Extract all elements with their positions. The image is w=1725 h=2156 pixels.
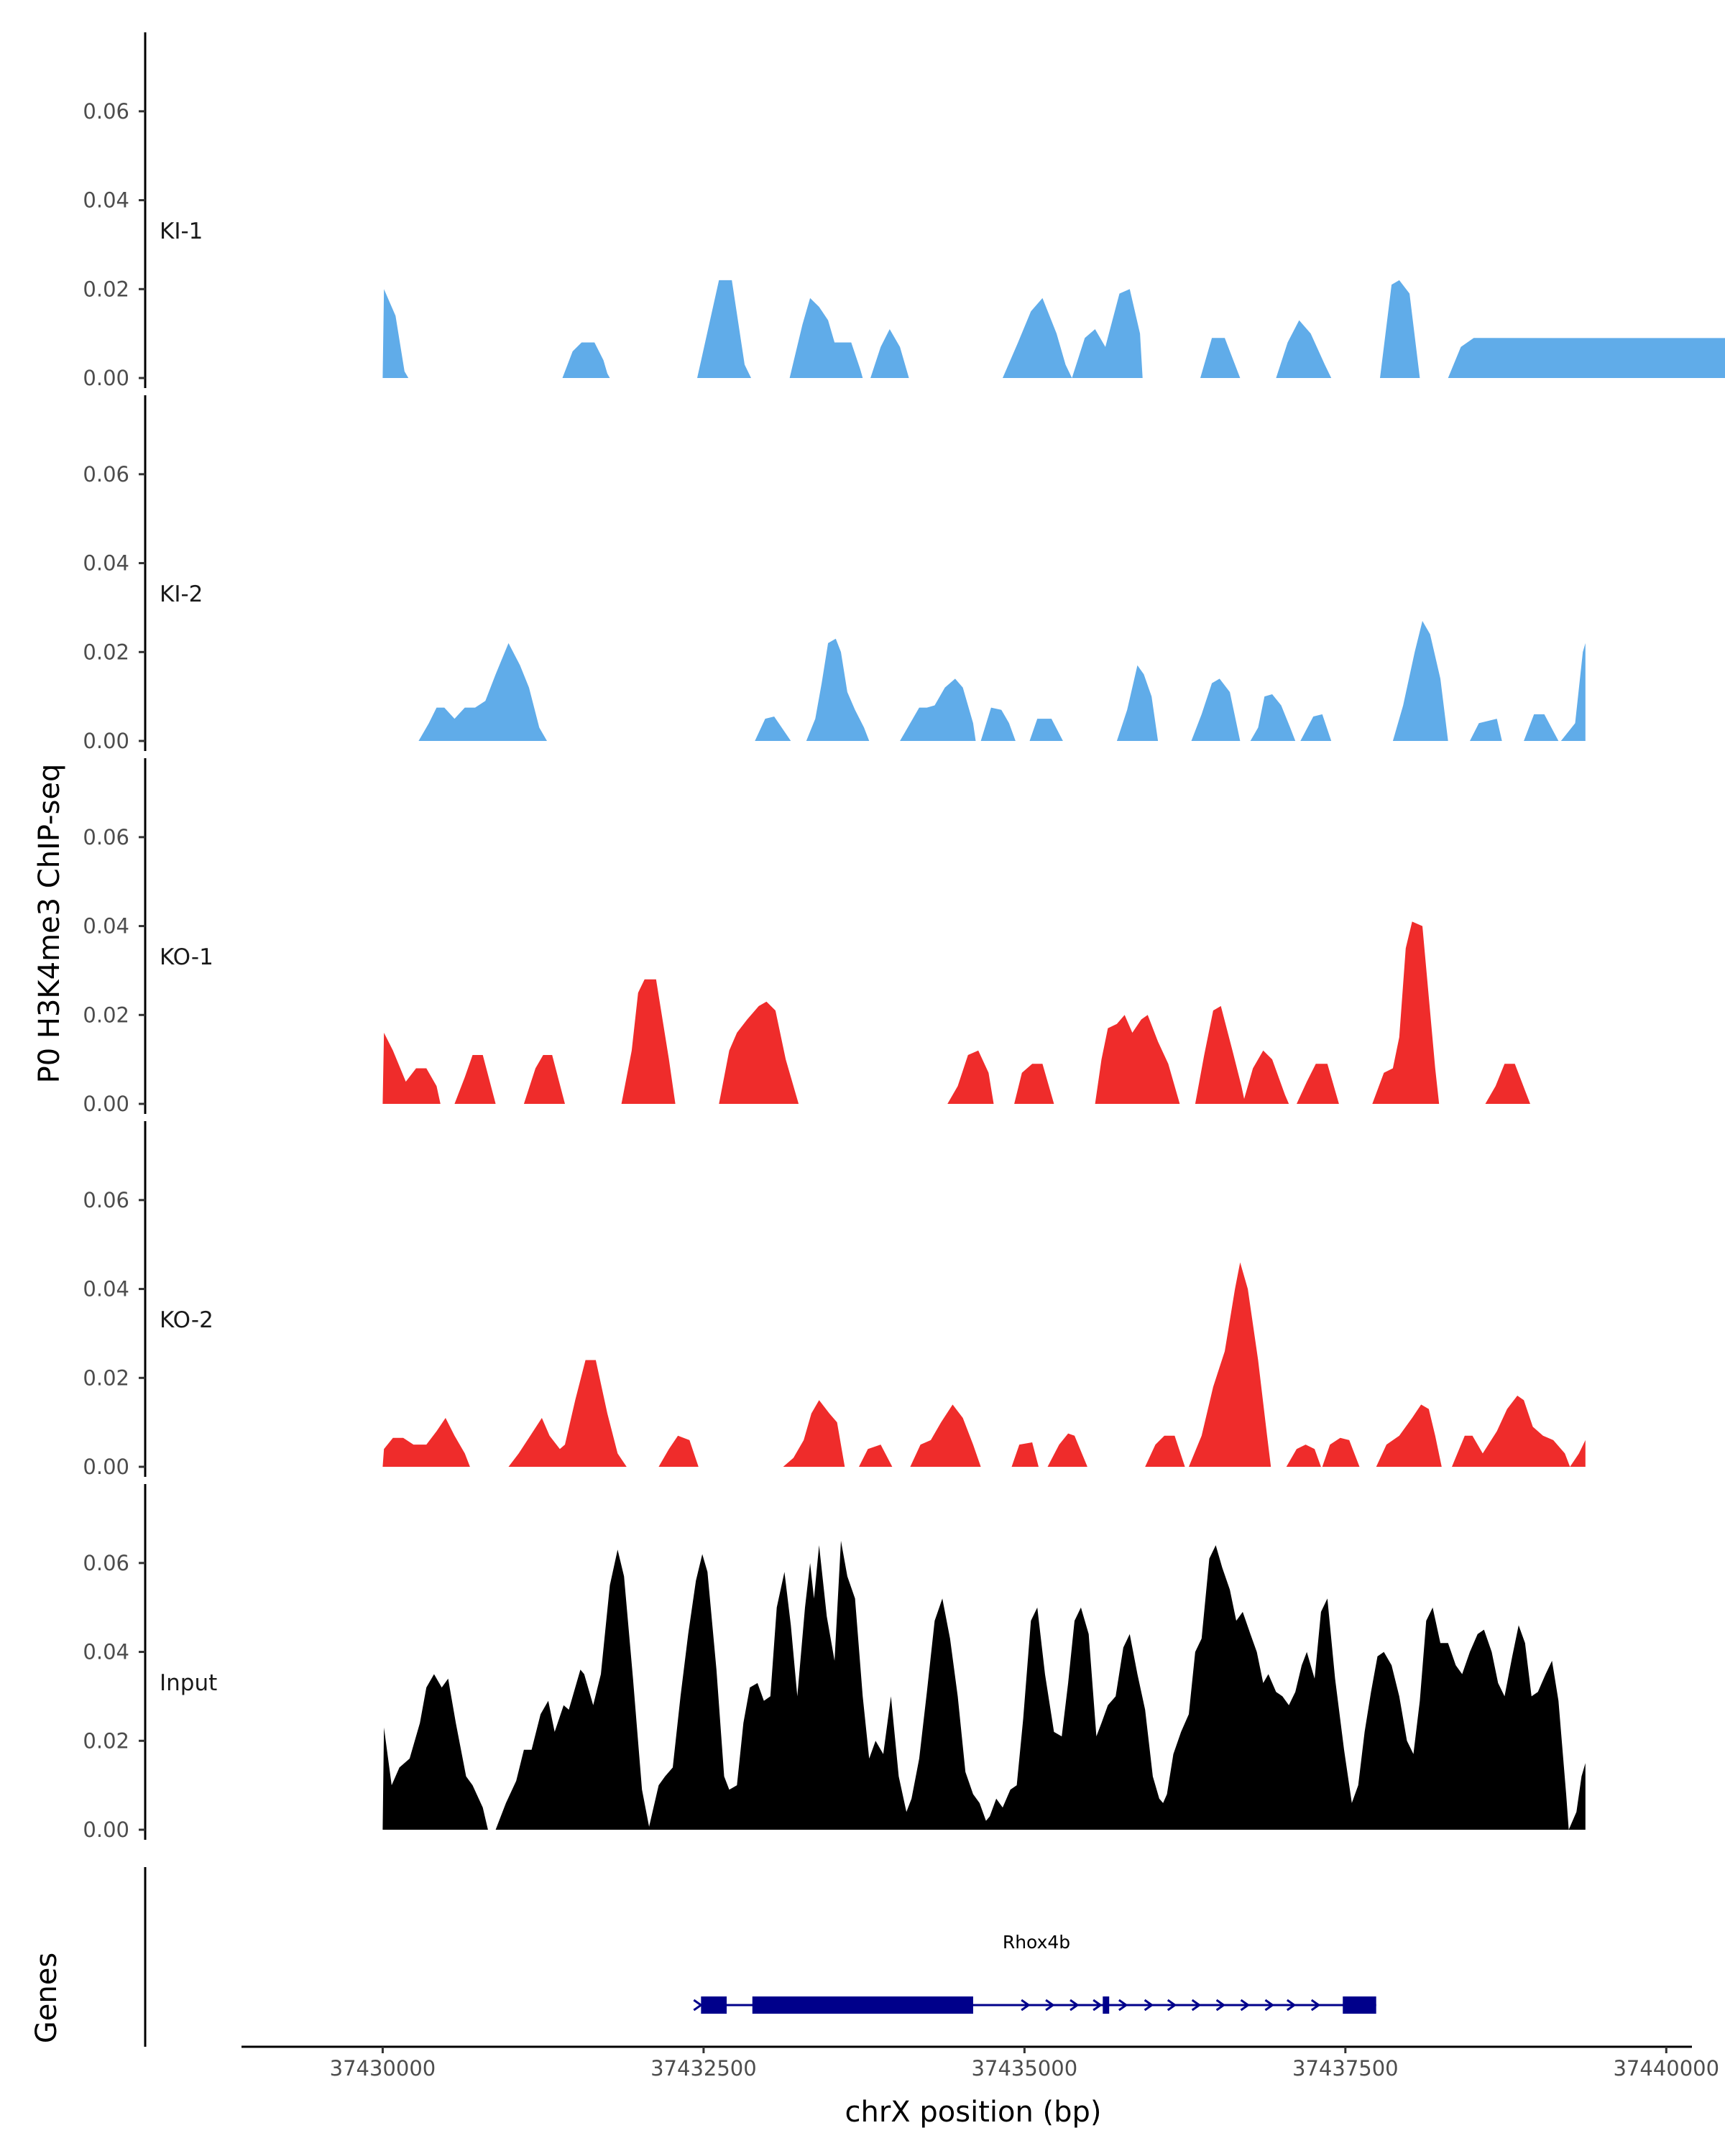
y-tick-label: 0.06	[83, 1188, 129, 1212]
x-tick-label: 37437500	[1292, 2056, 1399, 2081]
track-ki-1: 0.00 0.02 0.04 0.06 KI-1	[83, 32, 1725, 390]
y-tick-label: 0.02	[83, 1003, 129, 1027]
y-tick-label: 0.04	[83, 914, 129, 939]
x-tick-label: 37435000	[972, 2056, 1078, 2081]
x-tick-label: 37440000	[1613, 2056, 1719, 2081]
track-ko-1: 0.00 0.02 0.04 0.06 KO-1	[83, 758, 1530, 1116]
genes-panel: Rhox4b	[144, 1867, 1376, 2047]
gene-exon	[701, 1996, 727, 2014]
y-tick-label: 0.00	[83, 1092, 129, 1116]
strand-arrow	[1021, 1999, 1031, 2012]
x-tick-label: 37430000	[330, 2056, 436, 2081]
x-axis-title: chrX position (bp)	[845, 2096, 1101, 2129]
y-tick-label: 0.06	[83, 1551, 129, 1575]
y-tick-label: 0.04	[83, 551, 129, 576]
y-tick-label: 0.04	[83, 1640, 129, 1664]
genes-axis-title: Genes	[30, 1953, 63, 2043]
track-label: KO-2	[160, 1307, 213, 1333]
strand-arrow	[1045, 1999, 1055, 2012]
strand-arrow	[1286, 1999, 1297, 2012]
signal-area-ki-2	[418, 621, 1586, 741]
gene-exon	[752, 1996, 973, 2014]
track-label: Input	[160, 1670, 217, 1696]
track-label: KI-1	[160, 218, 203, 244]
strand-arrow	[693, 1999, 703, 2012]
y-tick-label: 0.00	[83, 729, 129, 753]
strand-arrow	[1070, 1999, 1080, 2012]
track-ki-2: 0.00 0.02 0.04 0.06 KI-2	[83, 395, 1586, 753]
y-tick-label: 0.02	[83, 277, 129, 301]
strand-arrow	[1240, 1999, 1251, 2012]
y-tick-label: 0.00	[83, 1455, 129, 1479]
strand-arrow	[1092, 1999, 1103, 2012]
y-tick-label: 0.02	[83, 640, 129, 664]
strand-arrow	[1167, 1999, 1177, 2012]
signal-area-input	[382, 1540, 1586, 1830]
signal-area-ki-1	[382, 280, 1725, 378]
track-label: KO-1	[160, 944, 213, 970]
x-axis: 37430000 37432500 37435000 37437500 37440000	[242, 2045, 1719, 2081]
y-tick-label: 0.00	[83, 366, 129, 390]
strand-arrow	[1144, 1999, 1154, 2012]
signal-area-ko-2	[382, 1262, 1586, 1467]
strand-arrow	[1264, 1999, 1275, 2012]
y-axis-title: P0 H3K4me3 ChIP-seq	[33, 764, 66, 1084]
x-tick-label: 37432500	[650, 2056, 757, 2081]
strand-arrow	[1215, 1999, 1226, 2012]
strand-arrow	[1310, 1999, 1321, 2012]
signal-area-ko-1	[382, 921, 1530, 1104]
y-tick-label: 0.02	[83, 1365, 129, 1390]
y-tick-label: 0.04	[83, 188, 129, 213]
gene-exon	[1103, 1996, 1110, 2014]
y-tick-label: 0.06	[83, 825, 129, 849]
y-tick-label: 0.04	[83, 1277, 129, 1302]
y-tick-label: 0.00	[83, 1818, 129, 1842]
tracks-layer: 0.00 0.02 0.04 0.06 KI-1 0.00 0.02 0.04 0.06 KI-2…	[83, 32, 1725, 1842]
gene-name-label: Rhox4b	[1003, 1932, 1070, 1953]
strand-arrow	[1118, 1999, 1128, 2012]
y-tick-label: 0.06	[83, 99, 129, 124]
track-input: 0.00 0.02 0.04 0.06 Input	[83, 1484, 1586, 1842]
y-tick-label: 0.06	[83, 462, 129, 487]
track-label: KI-2	[160, 581, 203, 607]
strand-arrow	[1191, 1999, 1202, 2012]
gene-exon	[1343, 1996, 1376, 2014]
track-ko-2: 0.00 0.02 0.04 0.06 KO-2	[83, 1121, 1586, 1479]
y-tick-label: 0.02	[83, 1728, 129, 1753]
